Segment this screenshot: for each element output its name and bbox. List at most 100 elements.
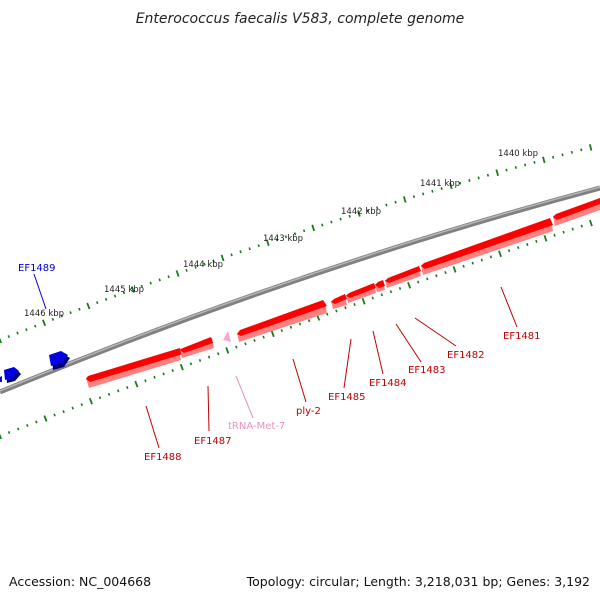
inner-ruler-tick	[361, 297, 366, 305]
gene-label-trna-met-7: tRNA-Met-7	[228, 421, 285, 432]
outer-ruler-tick	[212, 259, 215, 263]
inner-ruler-tick	[198, 358, 202, 362]
genome-backbone	[0, 185, 600, 395]
map-title: Enterococcus faecalis V583, complete gen…	[136, 11, 465, 27]
gene-ef1485[interactable]	[331, 294, 347, 309]
inner-ruler-tick	[580, 224, 583, 228]
outer-ruler-tick	[394, 200, 397, 204]
inner-ruler-tick	[326, 312, 329, 316]
outer-ruler-tick	[376, 206, 379, 210]
gene-label-ef1482: EF1482	[447, 350, 485, 361]
gene-label-ef1481: EF1481	[503, 331, 541, 342]
inner-ruler-tick	[335, 309, 338, 313]
inner-ruler-tick	[126, 386, 129, 390]
inner-ruler-tick	[216, 352, 220, 356]
ruler-label-1442: 1442 kbp	[341, 207, 381, 217]
outer-ruler-tick	[25, 328, 28, 332]
gene-label-ef1488: EF1488	[144, 452, 182, 463]
outer-ruler-tick	[449, 182, 453, 190]
inner-ruler-tick	[262, 335, 265, 339]
inner-ruler-tick	[207, 355, 211, 359]
inner-ruler-tick	[134, 380, 139, 388]
outer-ruler-tick	[86, 302, 91, 310]
inner-ruler-tick	[162, 372, 165, 376]
forward-strand-genes	[0, 351, 70, 383]
outer-ruler-tick	[431, 189, 434, 193]
outer-ruler-tick	[339, 217, 342, 221]
outer-ruler-tick	[149, 281, 152, 285]
inner-ruler-tick	[517, 246, 520, 250]
outer-ruler-tick	[203, 262, 206, 266]
gene-labels: EF1489 EF1488 EF1487 tRNA-Met-7 ply-2 EF…	[18, 263, 541, 463]
gene-ply-2[interactable]	[237, 300, 327, 342]
inner-ruler-tick	[489, 255, 493, 259]
inner-ruler-tick	[389, 290, 393, 294]
inner-ruler-tick	[307, 319, 311, 323]
inner-ruler-tick	[535, 239, 538, 243]
inner-ruler-tick	[53, 413, 56, 417]
outer-ruler-tick	[495, 169, 499, 176]
gene-unlabeled-forward[interactable]	[4, 367, 21, 383]
gene-ef1488[interactable]	[86, 348, 183, 388]
inner-ruler-tick	[43, 415, 48, 422]
inner-ruler-tick	[507, 249, 511, 253]
outer-ruler-tick	[293, 232, 297, 236]
outer-ruler-ticks	[0, 144, 593, 344]
outer-ruler-tick	[257, 244, 260, 248]
inner-ruler-tick	[153, 375, 156, 379]
outer-ruler-tick	[440, 187, 443, 191]
outer-ruler-tick	[158, 278, 161, 282]
gene-ef1482[interactable]	[385, 266, 421, 288]
inner-ruler-tick	[398, 286, 402, 290]
outer-ruler-tick	[104, 297, 108, 301]
outer-ruler-tick	[248, 247, 251, 251]
inner-ruler-tick	[71, 406, 74, 410]
outer-ruler-tick	[422, 192, 425, 196]
outer-ruler-tick	[412, 195, 416, 199]
inner-ruler-tick	[416, 280, 420, 284]
gene-ef1483[interactable]	[375, 280, 385, 292]
inner-ruler-tick	[452, 266, 457, 273]
outer-ruler-tick	[402, 196, 407, 203]
outer-ruler-tick	[16, 331, 19, 335]
outer-ruler-tick	[265, 239, 270, 247]
outer-ruler-tick	[477, 176, 480, 180]
inner-ruler-tick	[179, 363, 184, 371]
outer-ruler-tick	[78, 307, 81, 311]
ruler-label-1440: 1440 kbp	[498, 149, 538, 159]
inner-ruler-tick	[289, 325, 293, 329]
inner-ruler-tick	[480, 258, 483, 262]
outer-ruler-tick	[284, 235, 288, 239]
outer-ruler-tick	[175, 270, 180, 277]
outer-ruler-tick	[348, 214, 351, 218]
inner-ruler-tick	[471, 261, 474, 265]
inner-ruler-tick	[171, 369, 174, 373]
inner-ruler-tick	[80, 403, 84, 407]
inner-ruler-tick	[270, 330, 275, 338]
inner-ruler-tick	[426, 277, 429, 281]
outer-ruler-tick	[275, 238, 279, 242]
outer-ruler-tick	[357, 210, 361, 217]
inner-ruler-tick	[26, 423, 29, 427]
reverse-strand-genes	[86, 198, 600, 388]
gene-ef1481[interactable]	[421, 218, 553, 275]
gene-edge-forward	[0, 376, 2, 382]
ruler-label-1446: 1446 kbp	[24, 309, 64, 319]
genome-summary-text: Topology: circular; Length: 3,218,031 bp…	[246, 574, 590, 589]
gene-edge-reverse[interactable]	[553, 198, 600, 226]
outer-ruler-tick	[96, 301, 99, 305]
inner-ruler-tick	[553, 233, 556, 237]
gene-ef1489[interactable]	[49, 351, 70, 370]
inner-ruler-tick	[435, 274, 438, 278]
outer-ruler-tick	[113, 294, 117, 298]
inner-ruler-tick	[62, 410, 65, 414]
ruler-label-1444: 1444 kbp	[183, 260, 223, 270]
gene-ef1484[interactable]	[346, 283, 376, 303]
gene-trna-met-7[interactable]	[223, 331, 231, 342]
outer-ruler-tick	[140, 284, 143, 288]
gene-ef1487[interactable]	[180, 337, 214, 358]
outer-ruler-tick	[561, 153, 564, 157]
gene-label-ef1487: EF1487	[194, 436, 232, 447]
outer-ruler-tick	[194, 265, 197, 269]
